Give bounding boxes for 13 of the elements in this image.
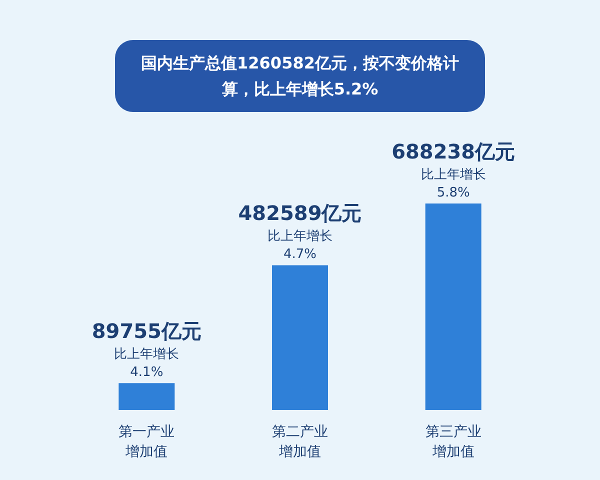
annotation: 比上年增长 (420, 168, 486, 183)
data-label: 89755亿元 (92, 319, 202, 344)
chart-title: 国内生产总值1260582亿元，按不变价格计算，比上年增长5.2% (141, 54, 459, 98)
data-label: 482589亿元 (238, 201, 362, 226)
annotation: 4.1% (130, 365, 164, 380)
annotation: 4.7% (283, 247, 317, 262)
data-label: 688238亿元 (392, 140, 516, 164)
annotation: 比上年增长 (268, 229, 332, 244)
x-tick-label: 第二产业增加值 (272, 424, 328, 460)
annotation: 比上年增长 (114, 347, 180, 362)
x-tick-label: 第三产业增加值 (425, 424, 482, 460)
annotation: 5.8% (436, 186, 470, 201)
x-tick-label: 第一产业增加值 (118, 424, 175, 460)
